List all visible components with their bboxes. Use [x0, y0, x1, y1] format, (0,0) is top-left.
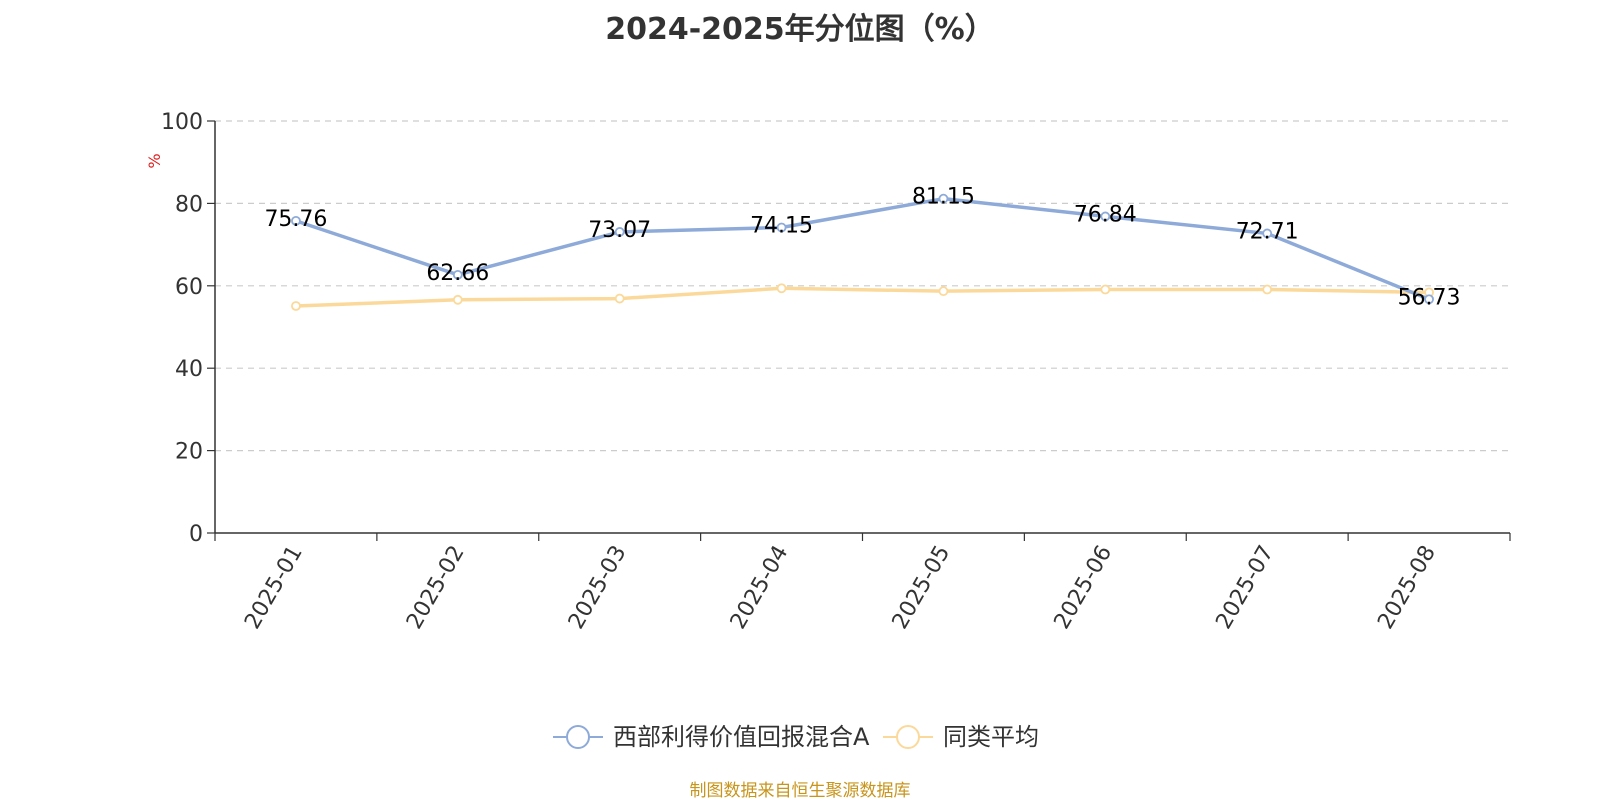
- legend-item[interactable]: 西部利得价值回报混合A: [553, 723, 870, 751]
- legend-marker-icon: [566, 725, 590, 749]
- y-tick-label: 60: [175, 275, 203, 300]
- data-label: 81.15: [912, 185, 975, 210]
- x-tick-label: 2025-04: [726, 541, 794, 633]
- legend-item[interactable]: 同类平均: [883, 723, 1039, 751]
- y-tick-label: 80: [175, 192, 203, 217]
- data-label: 56.73: [1398, 285, 1461, 310]
- x-tick-label: 2025-02: [402, 541, 470, 633]
- source-note: 制图数据来自恒生聚源数据库: [690, 781, 911, 800]
- data-point[interactable]: [1100, 284, 1111, 295]
- data-point[interactable]: [938, 193, 949, 204]
- data-label: 75.76: [264, 207, 327, 232]
- y-tick-label: 40: [175, 357, 203, 382]
- chart-title: 2024-2025年分位图（%）: [605, 12, 995, 47]
- data-label: 72.71: [1236, 219, 1299, 244]
- y-axis-label: %: [145, 153, 164, 168]
- data-point[interactable]: [1262, 284, 1273, 295]
- x-tick-label: 2025-06: [1050, 541, 1118, 633]
- x-tick-label: 2025-05: [888, 541, 956, 633]
- legend-marker-icon: [896, 725, 920, 749]
- x-tick-label: 2025-07: [1211, 541, 1279, 633]
- x-tick-label: 2025-03: [564, 541, 632, 633]
- series-line: [295, 286, 1430, 308]
- source-note-text: 制图数据来自恒生聚源数据库: [690, 781, 911, 800]
- data-point[interactable]: [776, 222, 787, 233]
- data-label: 76.84: [1074, 202, 1137, 227]
- data-label: 73.07: [588, 218, 651, 243]
- data-point[interactable]: [291, 301, 301, 311]
- data-label: 74.15: [750, 214, 813, 239]
- data-point[interactable]: [452, 269, 463, 280]
- axes: 0 20 40 60 80 100% 2025-01 2025-02 2025-03 2025-0…: [145, 110, 1511, 633]
- y-tick-label: 20: [175, 440, 203, 465]
- data-point[interactable]: [614, 293, 625, 304]
- data-point[interactable]: [614, 227, 625, 237]
- data-point[interactable]: [1262, 228, 1273, 239]
- series-lines: [291, 193, 1434, 311]
- x-tick-label: 2025-08: [1373, 541, 1441, 633]
- data-point[interactable]: [452, 294, 463, 305]
- legend-label: 西部利得价值回报混合A: [613, 723, 870, 751]
- series-line: [295, 196, 1430, 301]
- y-tick-label: 0: [189, 522, 203, 547]
- data-point[interactable]: [1100, 211, 1111, 222]
- grid-lines: [215, 120, 1510, 452]
- data-point[interactable]: [1424, 294, 1434, 305]
- x-tick-label: 2025-01: [240, 541, 308, 633]
- data-label: 62.66: [426, 261, 489, 286]
- data-point[interactable]: [776, 283, 787, 294]
- y-tick-label: 100: [161, 110, 203, 135]
- data-point[interactable]: [291, 215, 301, 226]
- legend-label: 同类平均: [943, 723, 1039, 751]
- legend[interactable]: 西部利得价值回报混合A 同类平均: [553, 723, 1039, 751]
- data-point[interactable]: [938, 286, 949, 297]
- data-labels: 75.76 62.66 73.07 74.15 81.15 76.84 72.71 56.73: [264, 185, 1460, 311]
